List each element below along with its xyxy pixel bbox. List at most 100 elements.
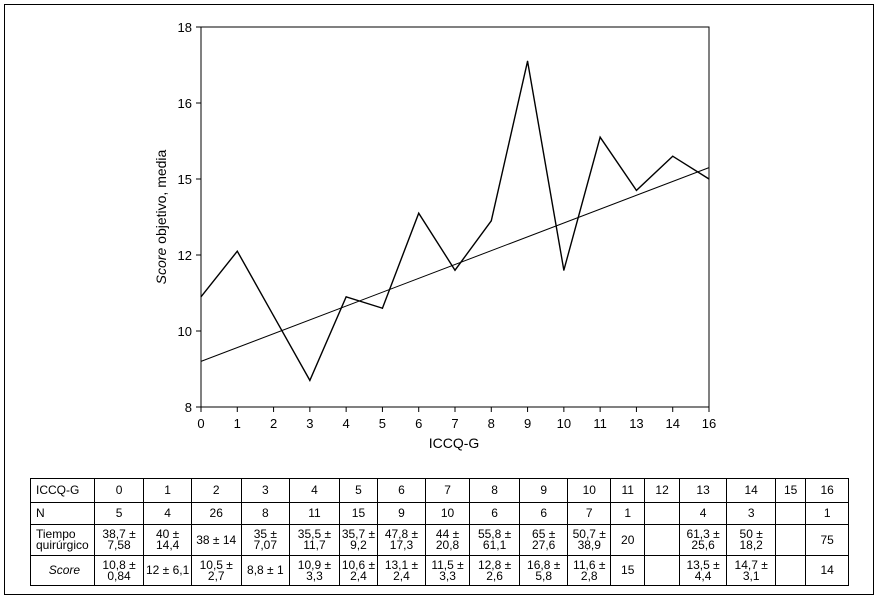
x-tick-label: 6	[415, 416, 422, 431]
x-tick-label: 7	[451, 416, 458, 431]
table-cell: 50 ± 18,2	[726, 524, 776, 556]
x-tick-label: 11	[593, 416, 607, 431]
data-point	[345, 296, 347, 298]
table-cell: 11	[289, 502, 340, 525]
table-cell: 9	[377, 502, 426, 525]
x-tick-label: 0	[197, 416, 204, 431]
x-tick-label: 10	[557, 416, 571, 431]
table-cell: 12 ± 6,1	[143, 555, 192, 586]
table-cell: 5	[93, 502, 145, 525]
table-cell: 14	[726, 478, 776, 503]
table-cell: 35 ± 7,07	[240, 524, 291, 556]
table-cell: 14	[805, 555, 849, 586]
table-cell	[644, 555, 680, 586]
table-cell: 2	[190, 478, 242, 503]
table-cell: 55,8 ± 61,1	[469, 524, 520, 556]
table-cell	[774, 502, 807, 525]
x-axis: 0 1 2 3 4 5 6 7 8 9 10 11 13 14 16	[197, 407, 716, 431]
data-point	[672, 155, 674, 157]
table-cell: 15	[774, 478, 807, 503]
table-cell: 65 ± 27,6	[518, 524, 569, 556]
table-cell: 6	[518, 502, 569, 525]
data-point	[381, 307, 384, 309]
table-cell: 26	[190, 502, 242, 525]
data-point	[309, 379, 311, 381]
x-tick-label: 14	[665, 416, 679, 431]
data-point	[236, 250, 238, 252]
table-cell: 1	[609, 502, 646, 525]
table-cell	[774, 524, 807, 556]
figure-frame	[4, 4, 874, 595]
y-axis-title-rest: objetivo, media	[153, 149, 169, 247]
x-tick-label: 16	[702, 416, 716, 431]
table-cell: 0	[93, 478, 145, 503]
y-tick-label: 12	[178, 248, 192, 263]
table-cell: 1	[805, 502, 849, 525]
table-cell: 8,8 ± 1	[240, 555, 291, 586]
data-point	[418, 212, 420, 214]
data-point	[563, 269, 565, 271]
table-cell: 11,6 ± 2,8	[567, 555, 611, 586]
table-cell	[644, 524, 680, 556]
table-cell: 38,7 ± 7,58	[93, 524, 145, 556]
table-cell: 8	[240, 502, 291, 525]
table-cell: 15	[338, 502, 379, 525]
y-tick-label: 8	[185, 400, 192, 415]
x-tick-label: 3	[306, 416, 313, 431]
table-cell: 11	[609, 478, 646, 503]
y-tick-label: 16	[178, 96, 192, 111]
table-cell: 50,7 ± 38,9	[567, 524, 611, 556]
table-cell: 20	[609, 524, 646, 556]
y-axis-title: Score objetivo, media	[153, 149, 169, 284]
y-tick-label: 18	[178, 20, 192, 35]
table-cell: 1	[143, 478, 192, 503]
table-cell: 10	[567, 478, 611, 503]
x-tick-label: 8	[488, 416, 495, 431]
table-cell: 6	[377, 478, 426, 503]
table-cell: 11,5 ± 3,3	[424, 555, 471, 586]
table-cell: 7	[567, 502, 611, 525]
data-point	[200, 296, 202, 298]
table-cell: 4	[678, 502, 728, 525]
row-label: Score	[30, 555, 95, 586]
table-cell: 4	[289, 478, 340, 503]
x-tick-label: 13	[629, 416, 643, 431]
table-cell: 13,1 ± 2,4	[377, 555, 426, 586]
table-cell: 10,6 ± 2,4	[338, 555, 379, 586]
table-cell: 16,8 ± 5,8	[518, 555, 569, 586]
table-cell: 10,8 ± 0,84	[93, 555, 145, 586]
table-cell: 10	[424, 502, 471, 525]
table-cell: 6	[469, 502, 520, 525]
table-cell: 35,7 ± 9,2	[338, 524, 379, 556]
x-tick-label: 5	[379, 416, 386, 431]
y-tick-label: 15	[178, 172, 192, 187]
table-cell: 3	[240, 478, 291, 503]
table-row: N 5 4 26 8 11 15 9 10 6 6 7 1 4 3 1	[30, 502, 849, 525]
table-cell: 16	[805, 478, 849, 503]
table-cell: 75	[805, 524, 849, 556]
table-row: Tiempo quirúrgico 38,7 ± 7,58 40 ± 14,4 38 …	[30, 524, 849, 556]
trend-line	[200, 167, 710, 362]
y-tick-label: 10	[178, 324, 192, 339]
x-axis-title: ICCQ-G	[429, 435, 480, 451]
table-cell: 4	[143, 502, 192, 525]
table-cell: 12,8 ± 2,6	[469, 555, 520, 586]
x-tick-label: 2	[270, 416, 277, 431]
x-tick-label: 9	[524, 416, 531, 431]
table-row: Score 10,8 ± 0,84 12 ± 6,1 10,5 ± 2,7 8,8 ± …	[30, 555, 849, 586]
table-cell: 10,5 ± 2,7	[190, 555, 242, 586]
table-cell: 14,7 ± 3,1	[726, 555, 776, 586]
table-cell: 40 ± 14,4	[143, 524, 192, 556]
data-point	[599, 136, 601, 138]
table-cell: 13,5 ± 4,4	[678, 555, 728, 586]
table-cell: 10,9 ± 3,3	[289, 555, 340, 586]
table-cell: 44 ± 20,8	[424, 524, 471, 556]
table-cell: 12	[644, 478, 680, 503]
row-label: ICCQ-G	[30, 478, 95, 503]
table-cell: 15	[609, 555, 646, 586]
data-point	[454, 269, 456, 271]
y-axis: 8 10 12 15 16 18	[178, 20, 201, 415]
table-row: ICCQ-G 0 1 2 3 4 5 6 7 8 9 10 11 12 13 14 15 16	[30, 478, 849, 503]
table-cell	[644, 502, 680, 525]
